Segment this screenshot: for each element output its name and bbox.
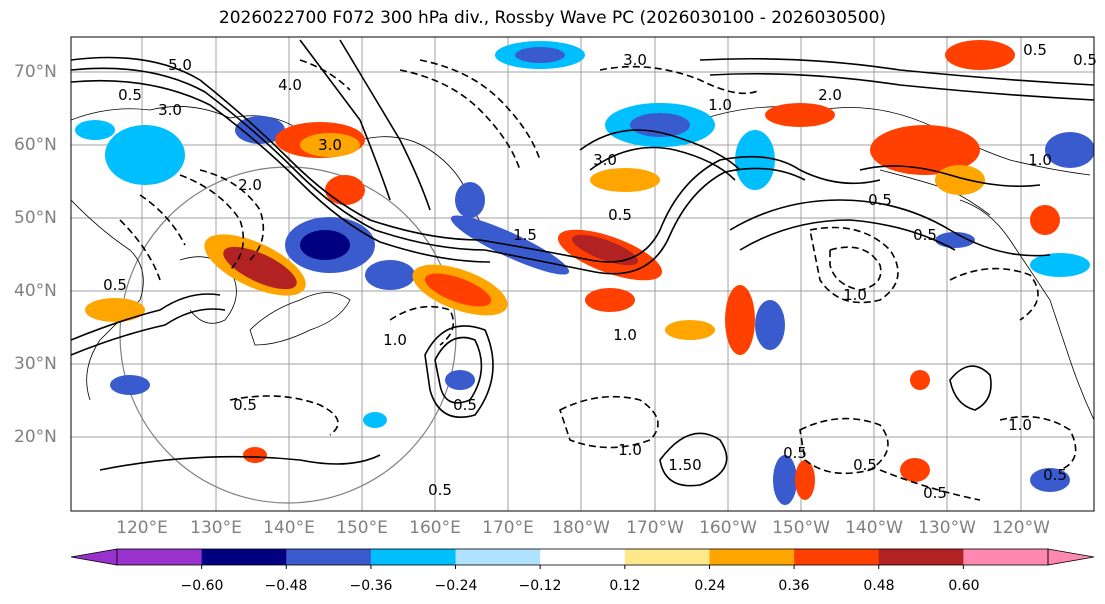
lon-label-130e: 130°E xyxy=(190,518,242,538)
lon-label-140w: 140°W xyxy=(845,518,903,538)
lat-label-40n: 40°N xyxy=(14,281,57,301)
lon-label-150w: 150°W xyxy=(772,518,830,538)
lon-label-130w: 130°W xyxy=(918,518,976,538)
map-border xyxy=(70,36,1095,512)
gridlines xyxy=(71,37,1094,511)
lon-label-160e: 160°E xyxy=(409,518,461,538)
map-title: 2026022700 F072 300 hPa div., Rossby Wav… xyxy=(218,8,887,28)
lon-label-140e: 140°E xyxy=(263,518,315,538)
lon-label-160w: 160°W xyxy=(699,518,757,538)
colorbar-extend-low xyxy=(70,548,118,566)
colorbar-swatch xyxy=(624,549,710,565)
colorbar-tick-label: 0.36 xyxy=(778,578,810,594)
colorbar-tick-label: 0.60 xyxy=(948,578,980,594)
colorbar-tick-label: 0.24 xyxy=(694,578,726,594)
colorbar-tick-label: 0.48 xyxy=(863,578,895,594)
colorbar-tick-label: −0.48 xyxy=(264,578,308,594)
colorbar-tick-label: −0.24 xyxy=(434,578,478,594)
lon-label-120w: 120°W xyxy=(992,518,1050,538)
colorbar-swatch xyxy=(709,549,795,565)
lon-label-120e: 120°E xyxy=(116,518,168,538)
lon-label-180w: 180°W xyxy=(552,518,610,538)
colorbar-border xyxy=(116,548,1049,566)
lat-label-50n: 50°N xyxy=(14,208,57,228)
dashed-contours xyxy=(119,59,1077,501)
lon-label-150e: 150°E xyxy=(336,518,388,538)
colorbar xyxy=(70,548,1095,569)
colorbar-swatch xyxy=(540,549,626,565)
colorbar-swatch xyxy=(963,549,1049,565)
reference-circle xyxy=(119,166,457,504)
colorbar-swatch xyxy=(455,549,541,565)
colorbar-swatch xyxy=(117,549,203,565)
lon-label-170e: 170°E xyxy=(482,518,534,538)
lat-label-60n: 60°N xyxy=(14,135,57,155)
colorbar-swatch xyxy=(370,549,457,565)
colorbar-tick-label: −0.60 xyxy=(180,578,224,594)
colorbar-tick-label: 0.12 xyxy=(609,578,641,594)
lat-label-70n: 70°N xyxy=(14,62,57,82)
lon-label-170w: 170°W xyxy=(626,518,684,538)
colorbar-tick-label: −0.12 xyxy=(518,578,562,594)
colorbar-extend-high xyxy=(1047,548,1095,566)
colorbar-swatch xyxy=(286,549,372,565)
lat-label-20n: 20°N xyxy=(14,427,57,447)
colorbar-tick-label: −0.36 xyxy=(349,578,393,594)
divergence-shading xyxy=(75,40,1094,505)
colorbar-swatch xyxy=(201,549,287,565)
solid-contours xyxy=(71,39,1094,487)
colorbar-swatch xyxy=(878,549,964,565)
colorbar-swatch xyxy=(794,549,880,565)
lat-label-30n: 30°N xyxy=(14,354,57,374)
